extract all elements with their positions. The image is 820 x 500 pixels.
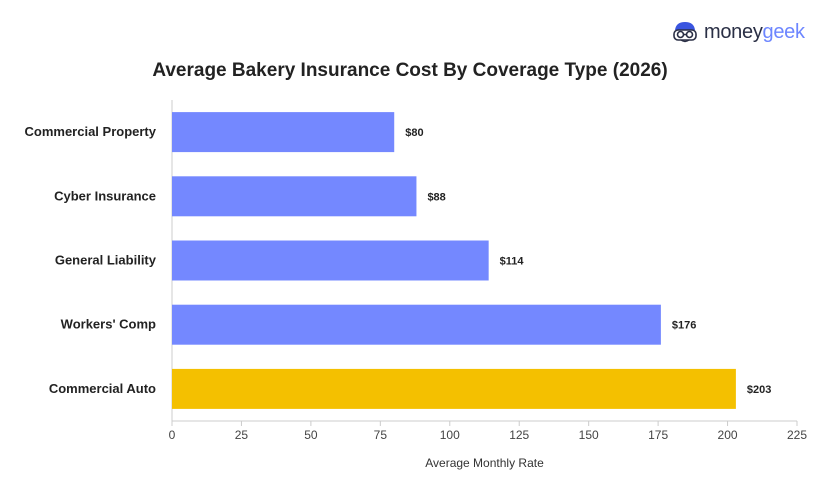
category-label: Commercial Auto — [49, 381, 156, 396]
moneygeek-mascot-icon — [673, 22, 697, 43]
x-tick-label: 25 — [235, 428, 249, 442]
x-axis-title: Average Monthly Rate — [425, 456, 544, 470]
brand-logo: moneygeek — [672, 20, 805, 44]
data-label: $176 — [672, 320, 696, 332]
bar — [172, 368, 736, 409]
x-tick-label: 125 — [509, 428, 529, 442]
brand-name: moneygeek — [704, 20, 805, 43]
x-tick-label: 175 — [648, 428, 668, 442]
x-tick-label: 225 — [787, 428, 807, 442]
category-label: General Liability — [55, 253, 157, 268]
x-tick-label: 0 — [169, 428, 176, 442]
bar — [172, 176, 417, 217]
x-tick-label: 100 — [440, 428, 460, 442]
bar — [172, 112, 395, 153]
data-label: $88 — [427, 191, 445, 203]
category-label: Cyber Insurance — [54, 188, 156, 203]
chart-title: Average Bakery Insurance Cost By Coverag… — [152, 60, 668, 81]
data-label: $80 — [405, 127, 423, 139]
data-label: $203 — [747, 384, 771, 396]
bar — [172, 304, 661, 345]
x-tick-label: 75 — [374, 428, 388, 442]
x-tick-label: 150 — [579, 428, 599, 442]
category-label: Commercial Property — [25, 124, 157, 139]
bar — [172, 240, 489, 281]
x-tick-label: 50 — [304, 428, 318, 442]
category-label: Workers' Comp — [61, 317, 156, 332]
data-label: $114 — [500, 256, 525, 268]
x-tick-label: 200 — [718, 428, 738, 442]
